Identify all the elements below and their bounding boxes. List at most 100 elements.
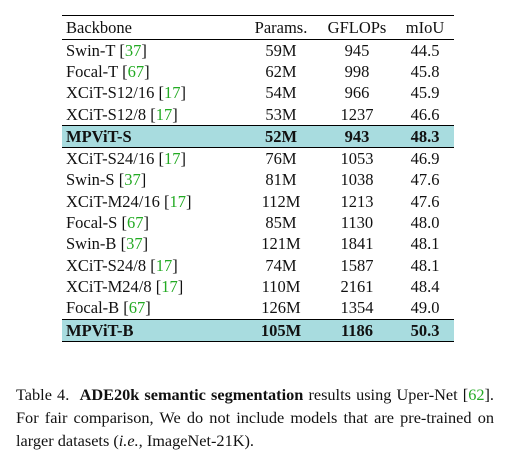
header-gflops: GFLOPs bbox=[327, 17, 387, 37]
cell-params: 59M bbox=[265, 40, 297, 60]
cell-backbone: Focal-B [67] bbox=[66, 298, 151, 318]
results-table: Backbone Params. GFLOPs mIoU Swin-T [37]… bbox=[62, 15, 454, 342]
cell-backbone: MPViT-B bbox=[62, 319, 244, 341]
backbone-name: Focal-T bbox=[66, 61, 118, 81]
table-caption: Table 4. ADE20k semantic segmentation re… bbox=[16, 385, 494, 451]
cell-miou: 44.5 bbox=[410, 40, 440, 60]
cell-miou: 48.1 bbox=[410, 234, 440, 254]
citation-link[interactable]: 67 bbox=[126, 213, 144, 233]
cell-miou: 48.4 bbox=[410, 276, 440, 296]
table-row: XCiT-M24/16 [17] 112M 1213 47.6 bbox=[62, 191, 454, 212]
caption-label: Table 4. bbox=[16, 385, 70, 405]
table-body: Swin-T [37] 59M 945 44.5 Focal-T [67] 62M 998 4… bbox=[62, 40, 454, 342]
citation-link[interactable]: 17 bbox=[163, 149, 181, 169]
citation-link[interactable]: 37 bbox=[126, 234, 143, 254]
caption-italic: i.e., bbox=[118, 431, 143, 451]
citation-link[interactable]: 17 bbox=[155, 255, 173, 275]
cell-gflops: 1237 bbox=[340, 104, 374, 124]
cell-gflops: 1053 bbox=[340, 149, 374, 169]
cell-miou: 46.6 bbox=[410, 104, 440, 124]
caption-text-3: ImageNet-21K). bbox=[146, 431, 254, 451]
table-row: Swin-T [37] 59M 945 44.5 bbox=[62, 40, 454, 62]
cell-params: 81M bbox=[265, 170, 297, 190]
table-row: XCiT-M24/8 [17] 110M 2161 48.4 bbox=[62, 276, 454, 297]
cell-params: 76M bbox=[265, 149, 297, 169]
cell-params: 52M bbox=[264, 126, 298, 146]
header-params: Params. bbox=[254, 17, 308, 37]
header-backbone: Backbone bbox=[66, 17, 132, 37]
table-row-highlighted: MPViT-B 105M 1186 50.3 bbox=[62, 319, 454, 342]
cell-miou: 47.6 bbox=[410, 170, 440, 190]
table-row: Focal-B [67] 126M 1354 49.0 bbox=[62, 298, 454, 320]
cell-params: 110M bbox=[261, 276, 301, 296]
backbone-name: XCiT-S12/8 bbox=[66, 104, 147, 124]
cell-miou: 50.3 bbox=[410, 320, 440, 340]
cell-params: 62M bbox=[265, 61, 297, 81]
backbone-name: XCiT-M24/16 bbox=[66, 191, 160, 211]
citation-link[interactable]: 17 bbox=[155, 104, 173, 124]
backbone-name: Focal-S bbox=[66, 213, 118, 233]
table-row: Focal-S [67] 85M 1130 48.0 bbox=[62, 212, 454, 233]
cell-gflops: 1186 bbox=[340, 320, 374, 340]
cell-backbone: Swin-S [37] bbox=[66, 170, 147, 190]
cell-gflops: 1841 bbox=[340, 234, 374, 254]
cell-params: 74M bbox=[265, 255, 297, 275]
table-row: XCiT-S12/8 [17] 53M 1237 46.6 bbox=[62, 104, 454, 126]
caption-text-2: . For fair comparison, We do not include… bbox=[16, 385, 494, 451]
table-row: XCiT-S12/16 [17] 54M 966 45.9 bbox=[62, 83, 454, 104]
cell-backbone: XCiT-S24/16 [17] bbox=[66, 149, 186, 169]
citation-link[interactable]: 67 bbox=[127, 61, 145, 81]
cell-params: 53M bbox=[265, 104, 297, 124]
cell-gflops: 998 bbox=[344, 61, 370, 81]
citation-link[interactable]: 17 bbox=[169, 191, 186, 211]
cell-gflops: 1354 bbox=[340, 298, 374, 318]
cell-miou: 45.8 bbox=[410, 61, 440, 81]
citation-link[interactable]: 37 bbox=[124, 40, 142, 60]
cell-params: 112M bbox=[261, 191, 301, 211]
cell-backbone: XCiT-S12/16 [17] bbox=[66, 83, 186, 103]
backbone-name: MPViT-B bbox=[66, 320, 134, 340]
citation-link[interactable]: 37 bbox=[124, 170, 141, 190]
header-miou: mIoU bbox=[405, 17, 445, 37]
cell-backbone: XCiT-S12/8 [17] bbox=[66, 104, 178, 124]
cell-gflops: 1038 bbox=[340, 170, 374, 190]
cell-gflops: 2161 bbox=[340, 276, 374, 296]
cell-backbone: XCiT-M24/16 [17] bbox=[66, 191, 192, 211]
backbone-name: XCiT-M24/8 bbox=[66, 276, 152, 296]
cell-backbone: XCiT-S24/8 [17] bbox=[66, 255, 178, 275]
cell-miou: 48.0 bbox=[410, 213, 440, 233]
caption-text-1: results using Uper-Net bbox=[308, 385, 458, 405]
citation-link[interactable]: 17 bbox=[161, 276, 178, 296]
cell-params: 105M bbox=[260, 320, 302, 340]
cell-gflops: 1130 bbox=[340, 213, 374, 233]
citation-link[interactable]: 67 bbox=[128, 298, 146, 318]
table-row: XCiT-S24/8 [17] 74M 1587 48.1 bbox=[62, 255, 454, 276]
backbone-name: Swin-S bbox=[66, 170, 115, 190]
cell-backbone: XCiT-M24/8 [17] bbox=[66, 276, 184, 296]
cell-gflops: 966 bbox=[344, 83, 370, 103]
table-header-row: Backbone Params. GFLOPs mIoU bbox=[62, 15, 454, 40]
cell-miou: 46.9 bbox=[410, 149, 440, 169]
cell-backbone: Swin-B [37] bbox=[66, 234, 149, 254]
cell-gflops: 943 bbox=[344, 126, 370, 146]
caption-citation[interactable]: 62 bbox=[468, 385, 485, 405]
backbone-name: Focal-B bbox=[66, 298, 120, 318]
caption-bold-title: ADE20k semantic segmentation bbox=[79, 385, 304, 405]
table-row-highlighted: MPViT-S 52M 943 48.3 bbox=[62, 125, 454, 148]
cell-gflops: 1213 bbox=[340, 191, 374, 211]
cell-miou: 48.1 bbox=[410, 255, 440, 275]
backbone-name: Swin-B bbox=[66, 234, 117, 254]
backbone-name: Swin-T bbox=[66, 40, 116, 60]
cell-params: 54M bbox=[265, 83, 297, 103]
cell-miou: 49.0 bbox=[410, 298, 440, 318]
backbone-name: XCiT-S24/8 bbox=[66, 255, 147, 275]
table-row: XCiT-S24/16 [17] 76M 1053 46.9 bbox=[62, 148, 454, 170]
cell-gflops: 945 bbox=[344, 40, 370, 60]
cell-backbone: MPViT-S bbox=[62, 126, 244, 148]
cell-miou: 48.3 bbox=[410, 126, 440, 146]
cell-gflops: 1587 bbox=[340, 255, 374, 275]
citation-link[interactable]: 17 bbox=[163, 83, 181, 103]
cell-miou: 47.6 bbox=[410, 191, 440, 211]
cell-backbone: Focal-S [67] bbox=[66, 213, 149, 233]
table-row: Swin-S [37] 81M 1038 47.6 bbox=[62, 170, 454, 191]
